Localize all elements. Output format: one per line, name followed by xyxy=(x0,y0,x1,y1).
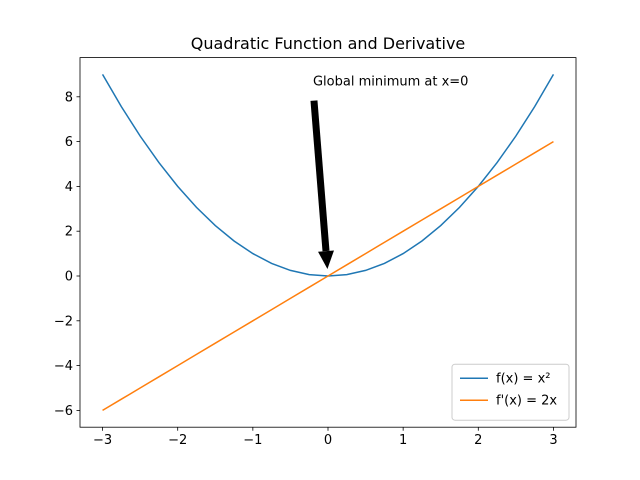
x-tick-label: 2 xyxy=(474,433,482,448)
y-tick-label: 8 xyxy=(65,90,73,105)
y-tick-label: −6 xyxy=(54,404,73,419)
y-tick-label: 2 xyxy=(65,225,73,240)
x-tick-label: 0 xyxy=(324,433,332,448)
x-tick-label: 1 xyxy=(399,433,407,448)
x-tick-label: −3 xyxy=(93,433,112,448)
annotation-arrow xyxy=(310,100,334,270)
y-tick-label: 6 xyxy=(65,135,73,150)
x-tick-label: −1 xyxy=(243,433,262,448)
chart-title: Quadratic Function and Derivative xyxy=(191,34,466,53)
y-tick-label: 4 xyxy=(65,180,73,195)
y-tick-label: 0 xyxy=(65,270,73,285)
y-tick-label: −4 xyxy=(54,359,73,374)
arrow-shaft xyxy=(310,100,330,252)
arrow-head xyxy=(318,250,334,270)
plot-frame xyxy=(79,57,577,428)
line xyxy=(102,140,554,412)
x-tick-label: −2 xyxy=(168,433,187,448)
annotation-text: Global minimum at x=0 xyxy=(313,75,468,90)
legend-label: f(x) = x² xyxy=(496,372,550,387)
y-tick-label: −2 xyxy=(54,314,73,329)
x-tick-label: 3 xyxy=(549,433,557,448)
legend-label: f'(x) = 2x xyxy=(496,394,557,409)
